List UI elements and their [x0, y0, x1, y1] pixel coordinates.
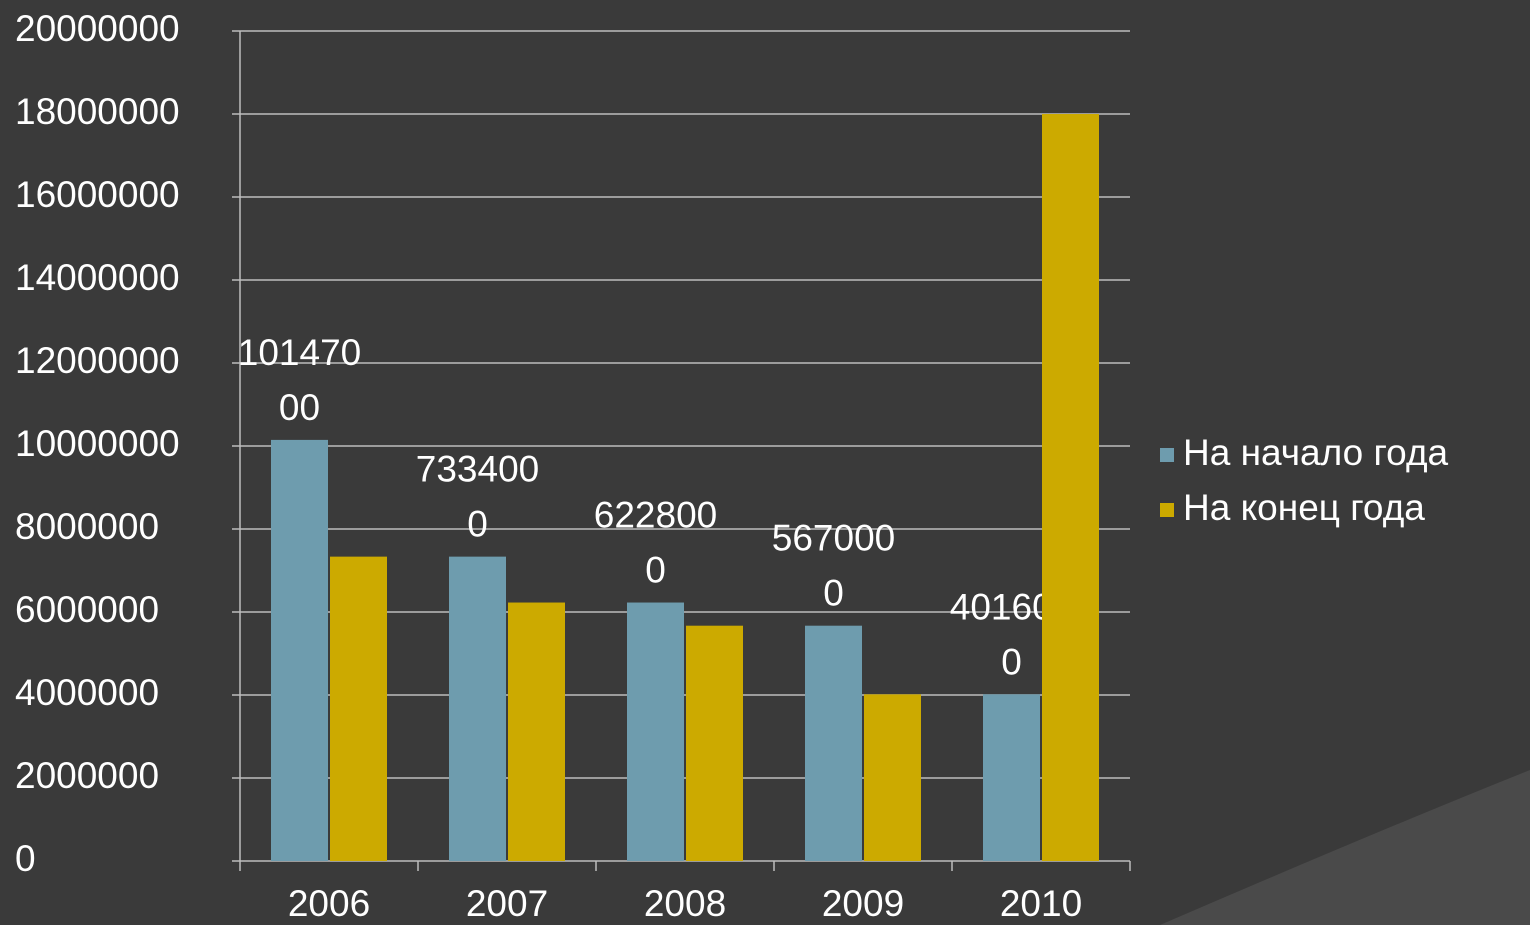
x-tick-label: 2008 [644, 883, 726, 924]
data-label: 101470 00 [238, 332, 361, 428]
y-tick-label: 18000000 [15, 91, 180, 132]
x-tick-label: 2006 [288, 883, 370, 924]
y-tick-label: 2000000 [15, 755, 159, 796]
y-tick-label: 0 [15, 838, 36, 879]
decor-shape [1160, 770, 1530, 925]
y-tick-label: 8000000 [15, 506, 159, 547]
bar [805, 625, 862, 861]
bar [508, 602, 565, 861]
bar [864, 694, 921, 861]
y-tick-label: 4000000 [15, 672, 159, 713]
data-label-line: 0 [645, 549, 666, 590]
x-tick-label: 2010 [1000, 883, 1082, 924]
y-tick-label: 6000000 [15, 589, 159, 630]
data-label-line: 567000 [772, 517, 895, 558]
data-label-line: 733400 [416, 448, 539, 489]
y-tick-label: 10000000 [15, 423, 180, 464]
y-tick-label: 16000000 [15, 174, 180, 215]
data-label-line: 0 [467, 503, 488, 544]
data-label-line: 0 [1001, 641, 1022, 682]
data-label-line: 00 [279, 387, 320, 428]
y-tick-label: 20000000 [15, 8, 180, 49]
bar [449, 556, 506, 861]
y-tick-label: 14000000 [15, 257, 180, 298]
x-tick-label: 2007 [466, 883, 548, 924]
bar [983, 694, 1040, 861]
x-tick-label: 2009 [822, 883, 904, 924]
legend-label: На конец года [1183, 487, 1425, 528]
legend-swatch [1160, 503, 1174, 517]
legend-label: На начало года [1183, 432, 1449, 473]
bar [330, 556, 387, 861]
bar [686, 625, 743, 861]
y-tick-label: 12000000 [15, 340, 180, 381]
data-label-line: 101470 [238, 332, 361, 373]
bar [271, 439, 328, 861]
legend-swatch [1160, 448, 1174, 462]
data-label-line: 0 [823, 572, 844, 613]
data-label: 567000 0 [772, 517, 895, 613]
bar [627, 602, 684, 861]
data-label-line: 622800 [594, 494, 717, 535]
bar [1042, 114, 1099, 861]
data-label: 733400 0 [416, 448, 539, 544]
data-label: 622800 0 [594, 494, 717, 590]
